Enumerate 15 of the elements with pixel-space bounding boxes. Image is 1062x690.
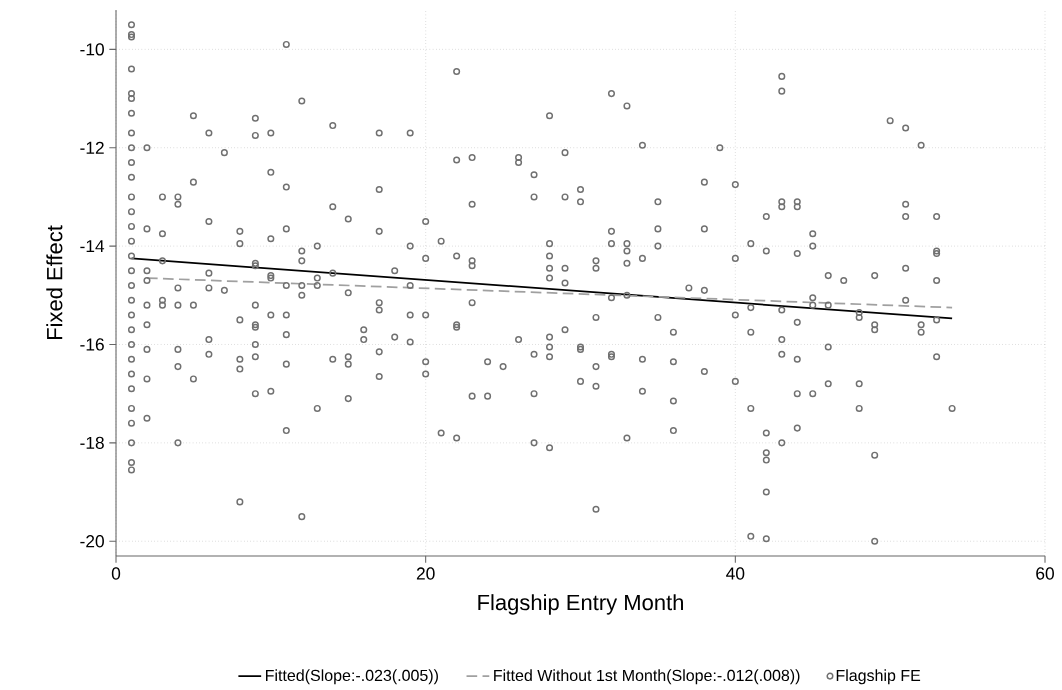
y-tick-label: -10 (80, 43, 104, 56)
x-tick-label: 40 (726, 567, 745, 580)
x-tick-label: 0 (111, 567, 121, 580)
legend-label: Fitted(Slope:-.023(.005)) (266, 669, 438, 685)
y-tick-label: -18 (80, 436, 104, 449)
y-tick-label: -16 (80, 338, 104, 351)
x-tick-label: 20 (416, 567, 435, 580)
x-axis-title: Flagship Entry Month (478, 594, 683, 615)
x-tick-label: 60 (1036, 567, 1054, 580)
y-axis-title: Fixed Effect (46, 225, 63, 340)
y-tick-label: -14 (80, 240, 105, 253)
y-tick-label: -12 (80, 141, 104, 154)
legend-label: Flagship FE (836, 669, 921, 685)
y-tick-label: -20 (80, 535, 104, 548)
legend-label: Fitted Without 1st Month(Slope:-.012(.008)) (494, 669, 800, 685)
